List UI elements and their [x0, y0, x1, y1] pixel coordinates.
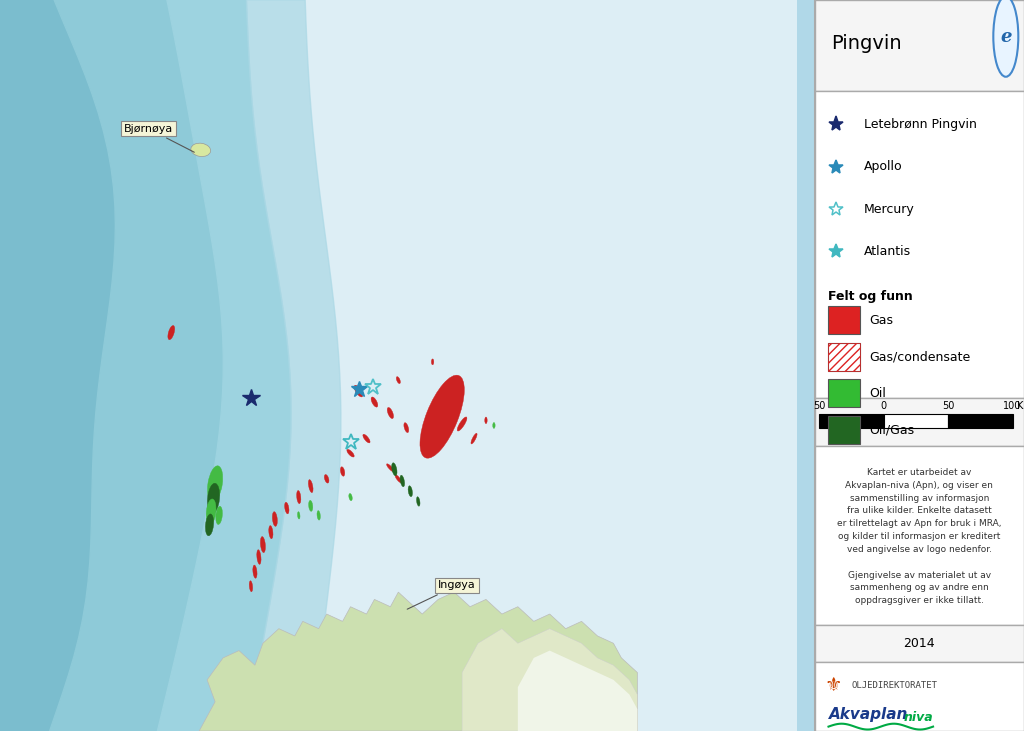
- Ellipse shape: [431, 359, 434, 365]
- Bar: [815, 625, 1024, 662]
- Ellipse shape: [403, 423, 409, 433]
- Text: Gas: Gas: [869, 314, 893, 327]
- Ellipse shape: [253, 565, 257, 578]
- Text: Mercury: Mercury: [863, 202, 914, 216]
- Text: 0: 0: [881, 401, 887, 411]
- Text: e: e: [1000, 28, 1012, 45]
- Ellipse shape: [387, 407, 393, 419]
- Ellipse shape: [340, 467, 345, 476]
- Ellipse shape: [249, 581, 253, 591]
- Text: OLJEDIREKTORATET: OLJEDIREKTORATET: [851, 681, 937, 690]
- Ellipse shape: [395, 475, 401, 482]
- Text: Bjørnøya: Bjørnøya: [124, 124, 195, 152]
- Bar: [828, 343, 860, 371]
- Polygon shape: [247, 0, 341, 731]
- Bar: [815, 398, 1024, 446]
- Ellipse shape: [396, 376, 400, 384]
- Text: 50: 50: [942, 401, 954, 411]
- Bar: [828, 306, 860, 334]
- Ellipse shape: [317, 511, 321, 520]
- Bar: [815, 91, 1024, 398]
- Text: Kartet er utarbeidet av
Akvaplan-niva (Apn), og viser en
sammenstilling av infor: Kartet er utarbeidet av Akvaplan-niva (A…: [838, 468, 1001, 605]
- Text: Ingøya: Ingøya: [408, 580, 476, 609]
- Text: 100: 100: [1004, 401, 1022, 411]
- Circle shape: [993, 0, 1018, 77]
- Ellipse shape: [387, 463, 394, 472]
- Bar: [948, 414, 1013, 428]
- Polygon shape: [0, 0, 116, 731]
- Ellipse shape: [260, 537, 265, 553]
- Ellipse shape: [325, 474, 329, 483]
- Bar: [828, 343, 860, 371]
- Text: ⚜: ⚜: [824, 676, 842, 695]
- Ellipse shape: [409, 486, 413, 496]
- Ellipse shape: [297, 491, 301, 504]
- Polygon shape: [462, 629, 637, 731]
- Text: Atlantis: Atlantis: [863, 245, 911, 258]
- Bar: [797, 0, 815, 731]
- Ellipse shape: [417, 497, 420, 506]
- Ellipse shape: [308, 501, 312, 511]
- Text: Apollo: Apollo: [863, 160, 902, 173]
- Ellipse shape: [206, 514, 214, 536]
- Bar: [819, 414, 884, 428]
- Ellipse shape: [400, 475, 404, 487]
- Polygon shape: [49, 0, 223, 731]
- Ellipse shape: [298, 512, 300, 519]
- Bar: [828, 416, 860, 444]
- Bar: [815, 446, 1024, 625]
- Ellipse shape: [285, 502, 289, 514]
- Ellipse shape: [349, 493, 352, 501]
- Ellipse shape: [354, 385, 362, 397]
- Text: niva: niva: [903, 711, 933, 724]
- Text: 50: 50: [813, 401, 825, 411]
- Text: Felt og funn: Felt og funn: [828, 289, 913, 303]
- Ellipse shape: [272, 512, 278, 526]
- Ellipse shape: [371, 397, 378, 407]
- Ellipse shape: [458, 417, 467, 431]
- Ellipse shape: [216, 507, 222, 524]
- Ellipse shape: [206, 499, 216, 524]
- Ellipse shape: [392, 463, 397, 476]
- Ellipse shape: [347, 450, 354, 457]
- Ellipse shape: [308, 480, 313, 493]
- Ellipse shape: [420, 375, 464, 458]
- Ellipse shape: [268, 526, 273, 539]
- Text: Pingvin: Pingvin: [830, 34, 901, 53]
- Polygon shape: [518, 651, 637, 731]
- Text: Akvaplan: Akvaplan: [828, 708, 908, 722]
- Bar: [828, 379, 860, 407]
- Bar: [815, 0, 1024, 91]
- Ellipse shape: [190, 143, 211, 156]
- Text: Oil: Oil: [869, 387, 887, 400]
- Ellipse shape: [257, 550, 261, 564]
- Text: Ki: Ki: [1017, 401, 1024, 411]
- Polygon shape: [158, 0, 291, 731]
- Ellipse shape: [208, 483, 219, 514]
- Text: 2014: 2014: [903, 637, 935, 650]
- Ellipse shape: [493, 423, 496, 428]
- Ellipse shape: [362, 434, 370, 443]
- Ellipse shape: [471, 433, 477, 444]
- Text: Gas/condensate: Gas/condensate: [869, 350, 971, 363]
- Text: Oil/Gas: Oil/Gas: [869, 423, 914, 436]
- Bar: [815, 662, 1024, 731]
- Ellipse shape: [168, 325, 175, 340]
- Polygon shape: [199, 592, 637, 731]
- Text: Letebrønn Pingvin: Letebrønn Pingvin: [863, 118, 977, 131]
- Ellipse shape: [208, 466, 223, 502]
- Ellipse shape: [484, 417, 487, 423]
- Bar: [884, 414, 948, 428]
